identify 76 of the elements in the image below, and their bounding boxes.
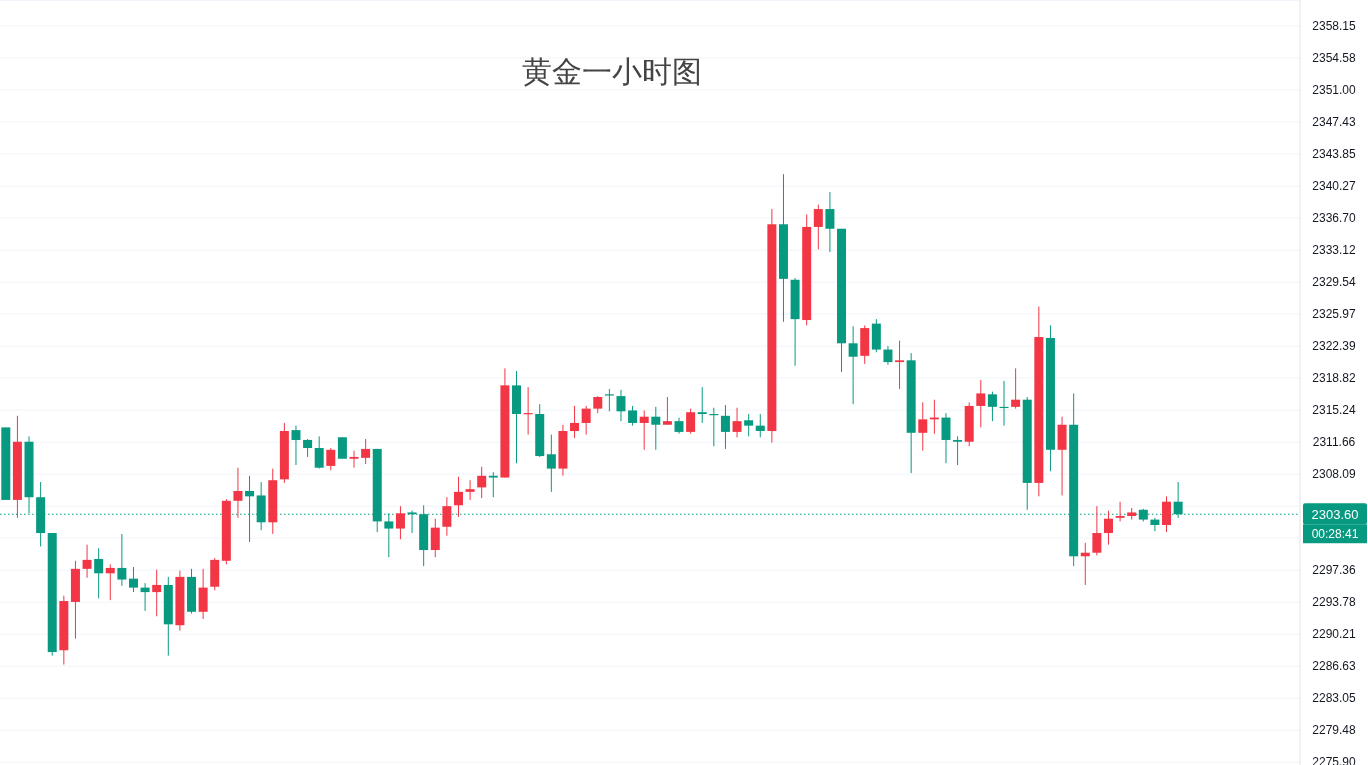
candlestick — [117, 533, 127, 587]
candlestick — [361, 438, 371, 465]
y-tick-label: 2347.43 — [1312, 114, 1357, 129]
candlestick — [128, 566, 138, 593]
candlestick — [616, 389, 626, 422]
y-tick-label: 2354.58 — [1312, 50, 1357, 65]
y-tick-label: 2286.63 — [1312, 659, 1357, 674]
y-tick-label: 2308.09 — [1312, 467, 1357, 482]
y-tick-label: 2293.78 — [1312, 595, 1357, 610]
y-tick-label: 2318.82 — [1312, 371, 1357, 386]
candlestick — [349, 450, 359, 469]
candlestick — [465, 479, 475, 501]
candlestick — [1162, 495, 1172, 533]
ref-line-label: 2303.60 — [1311, 506, 1359, 522]
y-tick-label: 2336.70 — [1312, 211, 1357, 226]
candlestick — [987, 391, 997, 422]
candlestick — [94, 547, 104, 599]
candlestick — [1115, 501, 1125, 522]
candlestick — [825, 191, 835, 253]
y-tick-label: 2329.54 — [1312, 275, 1357, 290]
candlestick — [1103, 510, 1113, 546]
candlestick — [314, 435, 324, 470]
y-tick-label: 2333.12 — [1312, 243, 1357, 258]
candlestick — [140, 582, 150, 612]
candlestick — [651, 406, 661, 451]
candlestick — [395, 505, 405, 540]
candlestick — [662, 396, 672, 426]
candlestick — [744, 413, 754, 437]
candlestick — [628, 405, 638, 427]
candlestick — [755, 413, 765, 438]
candlestick — [488, 471, 498, 498]
candlestick — [1092, 505, 1102, 556]
candlestick — [581, 405, 591, 436]
candlestick — [152, 569, 162, 617]
y-tick-label: 2311.66 — [1312, 435, 1356, 450]
candlestick — [105, 563, 115, 601]
candlestick — [430, 518, 440, 558]
candlestick — [442, 496, 452, 537]
candlestick — [720, 404, 730, 450]
y-tick-label: 2315.24 — [1312, 403, 1357, 418]
y-tick-label: 2283.05 — [1312, 691, 1357, 706]
candlestick — [953, 435, 963, 466]
y-tick-label: 2290.21 — [1312, 627, 1357, 642]
candlestick — [895, 340, 905, 390]
y-tick-label: 2358.15 — [1312, 19, 1357, 34]
candlestick — [848, 325, 858, 405]
candlestick — [941, 412, 951, 464]
y-tick-label: 2325.97 — [1312, 307, 1357, 322]
candlestick — [82, 544, 92, 579]
y-tick-label: 2279.48 — [1312, 723, 1357, 738]
candlestick — [1150, 517, 1160, 532]
candlestick — [546, 434, 556, 493]
candlestick — [604, 388, 614, 412]
candlestick — [233, 467, 243, 519]
candlestick — [813, 204, 823, 250]
candlestick — [639, 409, 649, 451]
candlestick — [732, 407, 742, 438]
candlestick — [326, 447, 336, 471]
candlestick — [686, 408, 696, 435]
candlestick — [918, 401, 928, 452]
text: 黄金一小时图 — [522, 55, 702, 88]
candlestick — [291, 425, 301, 466]
text: 00:28:41 — [1311, 527, 1359, 542]
candlestick — [570, 405, 580, 439]
candlestick — [976, 379, 986, 428]
y-tick-label: 2351.00 — [1312, 83, 1357, 98]
candlestick — [883, 345, 893, 366]
candlestick — [337, 436, 347, 460]
y-tick-label: 2297.36 — [1312, 563, 1357, 578]
candlestick — [697, 386, 707, 424]
candlestick — [1011, 367, 1021, 410]
candlestick — [477, 466, 487, 499]
candlestick — [453, 476, 463, 518]
y-tick-label: 2343.85 — [1312, 147, 1357, 162]
y-tick-label: 2340.27 — [1312, 179, 1357, 194]
y-tick-label: 2322.39 — [1312, 339, 1357, 354]
